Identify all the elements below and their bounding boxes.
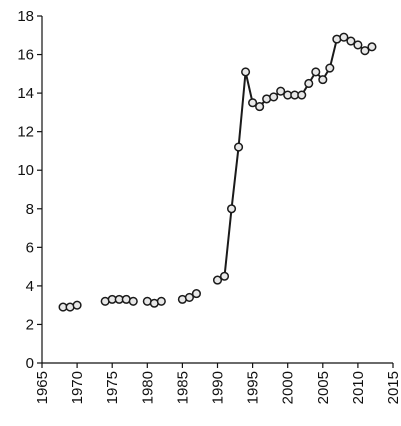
marker — [234, 142, 244, 152]
x-tick-label: 1985 — [174, 371, 191, 404]
marker — [128, 296, 138, 306]
y-tick-label: 16 — [17, 47, 34, 64]
y-tick-label: 14 — [17, 85, 34, 102]
marker — [156, 296, 166, 306]
marker — [346, 36, 356, 46]
marker — [72, 300, 82, 310]
marker — [339, 32, 349, 42]
marker — [367, 42, 377, 52]
y-tick-label: 12 — [17, 124, 34, 141]
marker — [191, 289, 201, 299]
x-tick-label: 1965 — [34, 371, 51, 404]
x-tick-label: 2010 — [350, 371, 367, 404]
marker — [325, 63, 335, 73]
y-tick-label: 4 — [26, 278, 34, 295]
marker — [255, 102, 265, 112]
marker — [311, 67, 321, 77]
y-tick-label: 2 — [26, 316, 34, 333]
x-tick-label: 1990 — [210, 371, 227, 404]
marker — [241, 67, 251, 77]
x-tick-label: 1995 — [245, 371, 262, 404]
marker — [353, 40, 363, 50]
marker — [269, 92, 279, 102]
marker — [360, 46, 370, 56]
marker — [248, 98, 258, 108]
x-tick-label: 1970 — [69, 371, 86, 404]
marker — [212, 275, 223, 285]
x-tick-label: 2005 — [315, 371, 332, 404]
y-tick-label: 0 — [26, 355, 34, 372]
x-tick-label: 1975 — [104, 371, 121, 404]
x-tick-label: 2000 — [280, 371, 297, 404]
marker — [219, 271, 230, 281]
marker — [226, 204, 237, 214]
marker — [184, 292, 194, 303]
y-tick-label: 10 — [17, 162, 34, 179]
marker — [297, 90, 307, 100]
y-tick-label: 6 — [26, 239, 34, 256]
marker — [318, 75, 328, 85]
marker — [276, 86, 286, 96]
y-tick-label: 8 — [26, 201, 34, 218]
x-tick-label: 2015 — [385, 371, 401, 404]
x-tick-label: 1980 — [139, 371, 156, 404]
marker — [304, 78, 314, 89]
y-tick-label: 18 — [17, 8, 34, 25]
